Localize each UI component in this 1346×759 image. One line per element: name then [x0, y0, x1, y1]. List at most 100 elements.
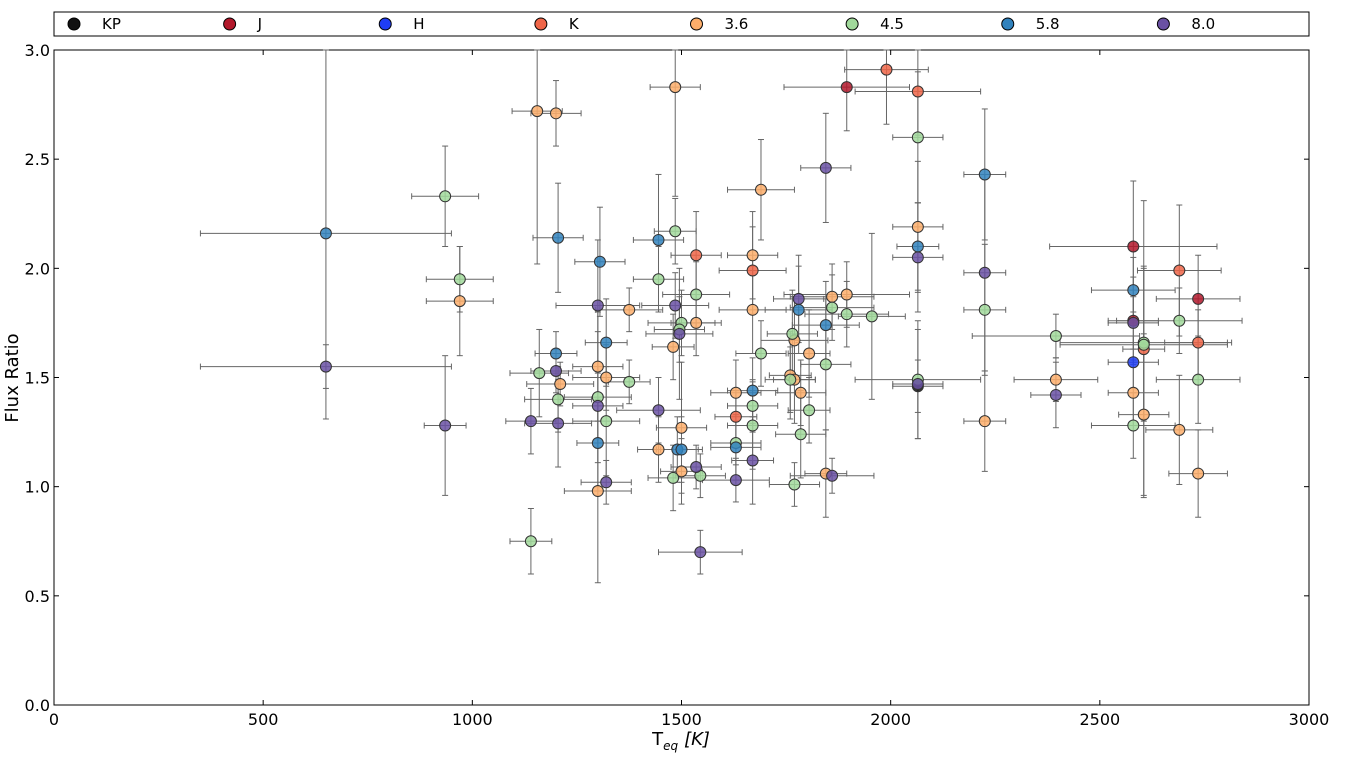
data-point-4-5 — [803, 404, 816, 417]
data-point-4-5 — [623, 375, 636, 388]
data-point-3-6 — [453, 295, 466, 308]
legend-label-KP: KP — [102, 15, 121, 33]
data-point-4-5 — [746, 399, 759, 412]
data-point-3-6 — [667, 340, 680, 353]
data-point-5-8 — [1127, 284, 1140, 297]
data-point-8-0 — [978, 266, 991, 279]
data-point-K — [746, 264, 759, 277]
data-point-3-6 — [1192, 467, 1205, 480]
legend-label-K: K — [569, 15, 580, 33]
data-point-8-0 — [652, 404, 665, 417]
data-point-3-6 — [729, 386, 742, 399]
y-tick-label: 2.0 — [25, 259, 50, 278]
data-point-3-6 — [911, 220, 924, 233]
data-point-8-0 — [591, 399, 604, 412]
legend-label-4-5: 4.5 — [880, 15, 904, 33]
data-point-3-6 — [826, 290, 839, 303]
data-point-4-5 — [746, 419, 759, 432]
legend-box — [53, 11, 1310, 37]
data-point-4-5 — [784, 373, 797, 386]
y-tick-label: 2.5 — [25, 150, 50, 169]
data-point-4-5 — [552, 393, 565, 406]
data-point-8-0 — [319, 360, 332, 373]
data-point-4-5 — [652, 273, 665, 286]
ticks-layer: 0 500 1000 1500 2000 2500 3000 0.0 0.5 1.0 1.5 2.0 2… — [25, 41, 1330, 729]
data-point-8-0 — [1049, 388, 1062, 401]
data-point-3-6 — [746, 249, 759, 262]
data-point-3-6 — [1137, 408, 1150, 421]
data-point-4-5 — [439, 190, 452, 203]
data-point-4-5 — [865, 310, 878, 323]
data-point-8-0 — [792, 292, 805, 305]
data-point-5-8 — [675, 443, 688, 456]
legend-marker-4-5 — [845, 17, 859, 31]
legend-label-H: H — [413, 15, 424, 33]
data-point-4-5 — [788, 478, 801, 491]
data-point-3-6 — [669, 81, 682, 94]
data-point-8-0 — [826, 469, 839, 482]
data-point-4-5 — [819, 358, 832, 371]
data-point-K — [729, 410, 742, 423]
data-point-5-8 — [600, 336, 613, 349]
data-point-K — [690, 249, 703, 262]
data-point-4-5 — [786, 327, 799, 340]
data-point-8-0 — [746, 454, 759, 467]
data-point-5-8 — [746, 384, 759, 397]
data-point-3-6 — [675, 465, 688, 478]
legend: KP J H K 3.6 4.5 5.8 8.0 — [53, 11, 1310, 37]
data-point-4-5 — [826, 301, 839, 314]
data-point-H — [1127, 356, 1140, 369]
data-point-J — [1127, 240, 1140, 253]
data-point-8-0 — [669, 299, 682, 312]
data-point-3-6 — [840, 288, 853, 301]
x-axis-label-unit: [K] — [684, 729, 710, 750]
data-point-4-5 — [978, 303, 991, 316]
y-tick-label: 0.5 — [25, 587, 50, 606]
y-tick-label: 0.0 — [25, 696, 50, 715]
data-point-5-8 — [652, 233, 665, 246]
x-axis-label: Teq [K] — [651, 729, 710, 753]
data-point-5-8 — [550, 347, 562, 360]
data-point-8-0 — [673, 327, 686, 340]
data-point-4-5 — [840, 308, 853, 321]
legend-marker-H — [378, 17, 392, 31]
x-tick-label: 1500 — [661, 710, 702, 729]
data-point-4-5 — [794, 428, 807, 441]
legend-label-J: J — [257, 15, 262, 33]
data-point-4-5 — [1192, 373, 1205, 386]
data-point-8-0 — [552, 417, 565, 430]
data-point-3-6 — [978, 415, 991, 428]
x-tick-label: 2000 — [870, 710, 911, 729]
data-point-8-0 — [1127, 316, 1140, 329]
x-tick-label: 2500 — [1079, 710, 1120, 729]
data-point-4-5 — [754, 347, 767, 360]
data-point-4-5 — [690, 288, 703, 301]
data-point-8-0 — [600, 476, 613, 489]
data-point-8-0 — [911, 251, 924, 264]
data-point-8-0 — [591, 299, 604, 312]
data-point-3-6 — [803, 347, 816, 360]
data-point-4-5 — [911, 131, 924, 144]
legend-marker-5-8 — [1001, 17, 1015, 31]
x-axis-label-main: T — [651, 729, 664, 750]
data-point-J — [840, 81, 853, 94]
data-point-5-8 — [591, 437, 604, 449]
data-point-3-6 — [1173, 423, 1186, 436]
data-point-8-0 — [729, 474, 742, 487]
legend-marker-J — [223, 17, 237, 31]
data-point-8-0 — [550, 364, 562, 377]
legend-label-5-8: 5.8 — [1036, 15, 1060, 33]
data-point-3-6 — [1049, 373, 1062, 386]
data-point-3-6 — [675, 421, 688, 434]
legend-label-8-0: 8.0 — [1191, 15, 1215, 33]
data-point-3-6 — [794, 386, 807, 399]
data-point-K — [1173, 264, 1186, 277]
data-point-3-6 — [690, 316, 703, 329]
data-point-4-5 — [453, 273, 466, 286]
data-point-4-5 — [600, 415, 613, 428]
data-point-J — [1192, 292, 1205, 305]
legend-marker-3-6 — [690, 17, 703, 31]
x-tick-label: 500 — [248, 710, 279, 729]
y-tick-label: 3.0 — [25, 41, 50, 60]
